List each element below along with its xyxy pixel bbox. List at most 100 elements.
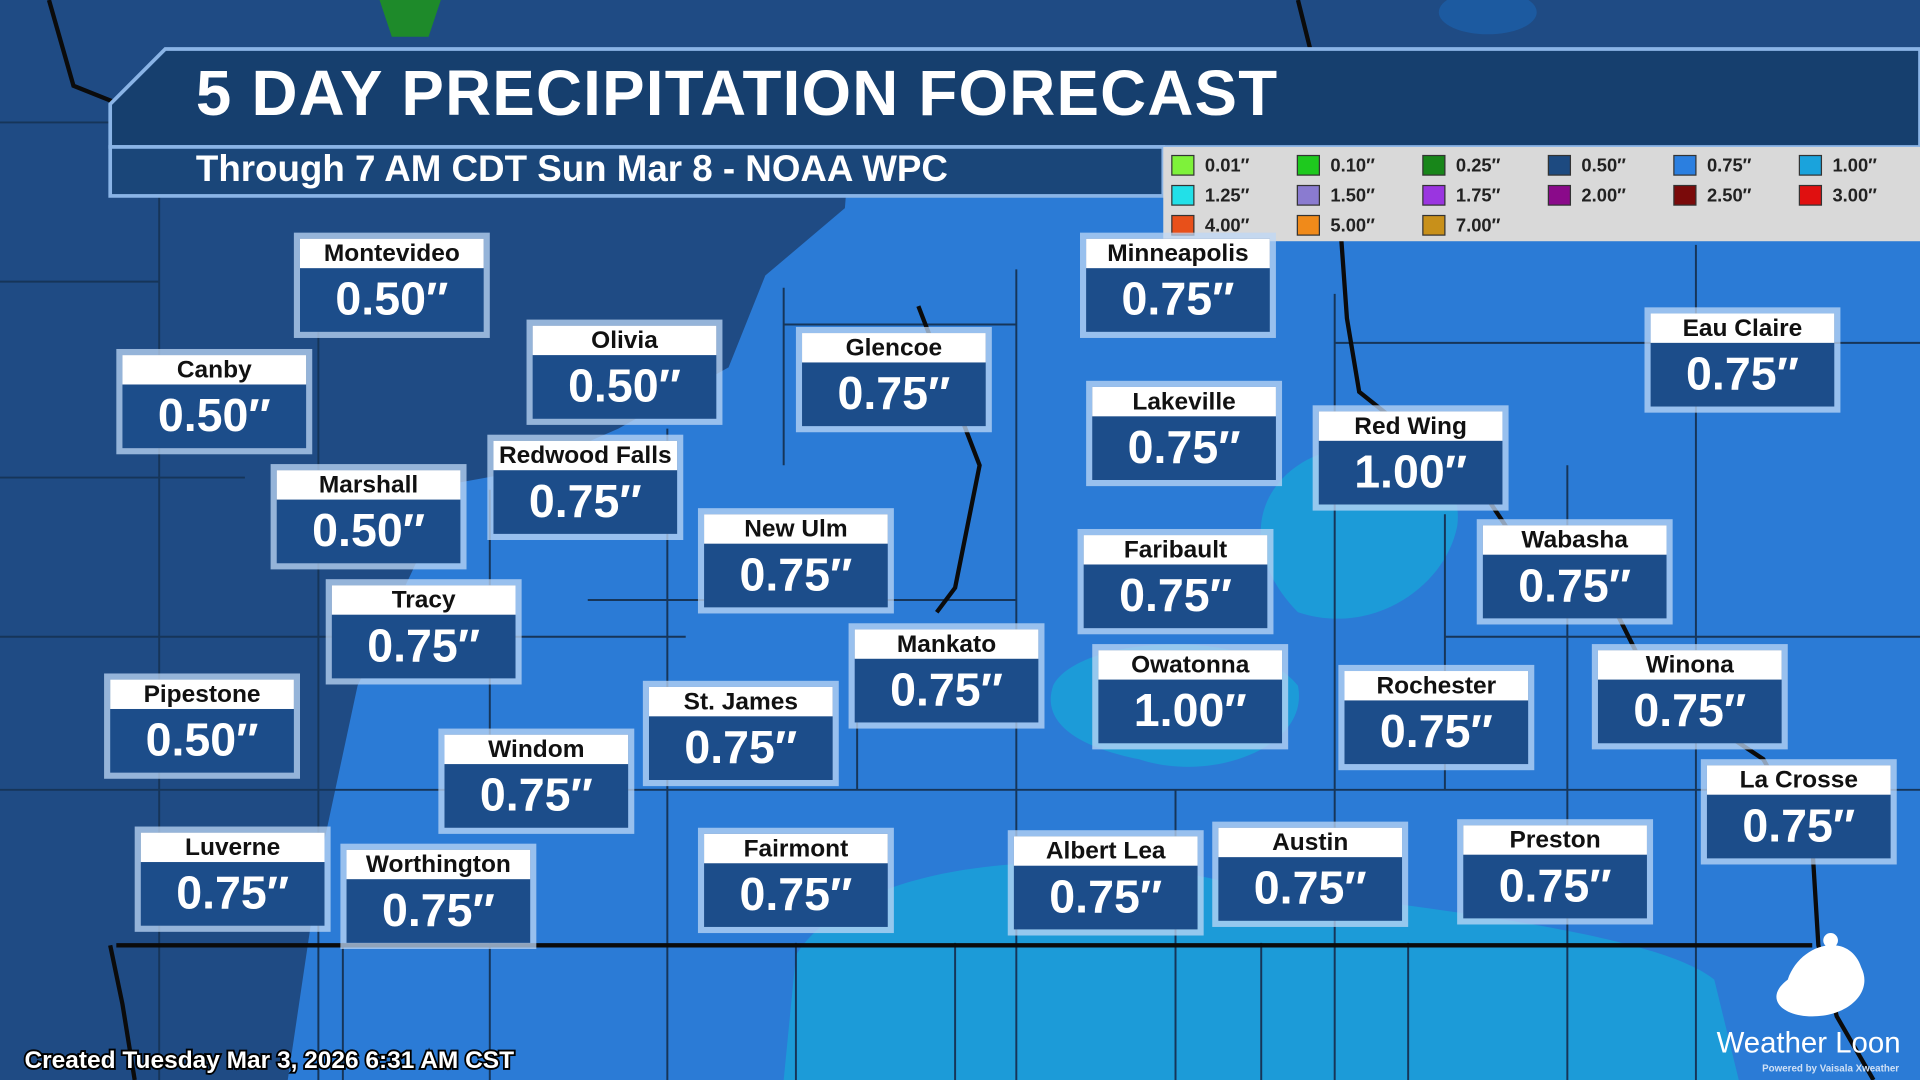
city-name-bg [704,514,888,544]
city-name-bg [1092,386,1276,417]
city-label: La Crosse 0.75″ [1700,759,1897,865]
city-label: Eau Claire 0.75″ [1644,307,1841,413]
city-name-bg [110,679,294,709]
city-label: Olivia 0.50″ [526,319,723,425]
city-name-bg [493,440,678,471]
city-value: 0.75″ [740,548,853,600]
city-name-bg [1086,238,1270,269]
city-label: Fairmont 0.75″ [697,827,894,934]
city-name-bg [1597,650,1782,680]
title: 5 DAY PRECIPITATION FORECAST [196,58,1278,129]
city-name: Eau Claire [1683,315,1803,342]
city-label: Glencoe 0.75″ [795,326,992,433]
city-label: Montevideo 0.50″ [293,232,490,338]
city-label: Faribault 0.75″ [1077,528,1274,635]
city-name: Faribault [1124,536,1227,563]
city-name-bg [704,833,888,864]
city-name-bg [1083,535,1268,565]
city-label: Tracy 0.75″ [325,579,522,685]
city-name: Montevideo [324,240,460,267]
legend-swatch [1422,154,1446,176]
city-name-bg [648,686,833,717]
city-name-bg [1318,411,1503,441]
city-name: Mankato [897,631,996,658]
logo: Weather Loon Powered by Vaisala Xweather [1717,933,1901,1075]
legend-swatch [1296,154,1320,176]
city-value: 1.00″ [1134,684,1247,736]
city-value: 0.50″ [568,360,681,412]
city-name: Owatonna [1131,652,1250,679]
city-name: Lakeville [1132,388,1235,415]
subtitle: Through 7 AM CDT Sun Mar 8 - NOAA WPC [196,148,948,189]
city-value: 0.75″ [367,619,480,671]
city-labels: Montevideo 0.50″ Canby 0.50″ Olivia 0.50″ Glen… [104,232,1897,949]
city-label: Luverne 0.75″ [134,826,331,932]
city-value: 0.50″ [335,273,448,325]
legend-swatch [1798,184,1823,206]
city-name: Albert Lea [1046,838,1166,865]
city-value: 0.75″ [1742,799,1855,851]
precip-area [379,0,441,37]
city-name: Winona [1646,652,1735,679]
city-name-bg [1463,825,1647,855]
legend-box [1163,146,1920,242]
city-name-bg [300,238,484,269]
city-value: 0.75″ [1122,273,1235,325]
legend-swatch [1547,184,1572,206]
legend-swatch [1171,214,1195,236]
city-value: 0.75″ [176,867,289,919]
legend-swatch [1422,184,1446,206]
city-name-bg [331,585,516,615]
city-value: 0.75″ [480,769,593,821]
city-label: Pipestone 0.50″ [104,673,300,779]
city-name-bg [1706,765,1891,795]
city-label: Albert Lea 0.75″ [1007,830,1204,936]
city-value: 0.75″ [1499,859,1612,911]
city-value: 0.75″ [837,367,950,419]
city-label: Owatonna 1.00″ [1092,644,1289,750]
city-value: 1.00″ [1354,445,1467,497]
legend-label: 1.75″ [1456,184,1501,205]
city-name: Windom [488,736,584,763]
legend-label: 4.00″ [1205,214,1250,235]
city-value: 0.75″ [740,868,853,920]
city-label: Preston 0.75″ [1457,819,1654,925]
city-label: New Ulm 0.75″ [697,508,894,614]
legend-label: 0.50″ [1581,154,1626,175]
city-name: St. James [684,688,798,715]
city-name: Olivia [591,327,658,354]
city-label: St. James 0.75″ [642,680,839,787]
city-value: 0.75″ [684,721,797,773]
city-label: Worthington 0.75″ [340,843,537,949]
city-name-bg [1344,671,1529,701]
city-name-bg [276,470,461,500]
created-note: Created Tuesday Mar 3, 2026 6:31 AM CST [24,1047,514,1074]
city-name-bg [1098,650,1283,680]
city-name: Rochester [1376,672,1496,699]
city-name: Wabasha [1521,527,1628,554]
city-label: Austin 0.75″ [1212,821,1409,927]
city-label: Winona 0.75″ [1591,644,1788,750]
city-value: 0.75″ [529,475,642,527]
city-name: Marshall [319,472,418,499]
city-name-bg [1013,836,1198,866]
legend-label: 1.00″ [1832,154,1877,175]
city-label: Minneapolis 0.75″ [1080,232,1276,338]
city-value: 0.75″ [1254,862,1367,914]
city-name-bg [444,734,629,765]
legend-swatch [1296,184,1320,206]
legend-label: 0.75″ [1707,154,1752,175]
city-label: Wabasha 0.75″ [1476,519,1673,625]
logo-icon [1823,933,1838,948]
legend-swatch [1798,154,1823,176]
city-label: Windom 0.75″ [438,728,635,834]
city-label: Canby 0.50″ [116,348,313,455]
city-name: Glencoe [846,334,943,361]
legend-label: 0.01″ [1205,154,1250,175]
legend-swatch [1673,184,1697,206]
legend-label: 3.00″ [1832,184,1877,205]
city-value: 0.75″ [382,884,495,936]
city-name: Worthington [366,851,511,878]
legend-label: 5.00″ [1330,214,1375,235]
